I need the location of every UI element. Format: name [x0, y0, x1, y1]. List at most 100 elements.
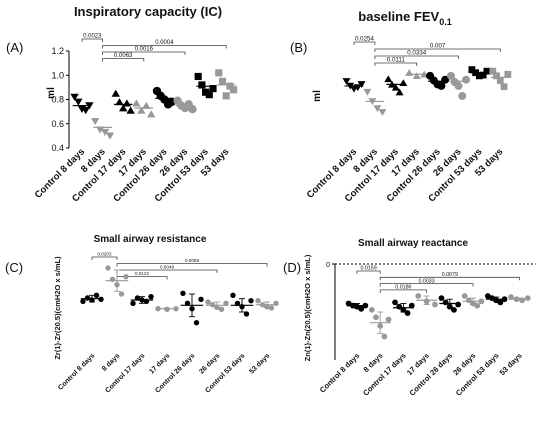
panel-2-group-5-point-1 — [209, 301, 216, 308]
panel-0-group-7-point-0 — [215, 69, 223, 77]
panel-2-comparison-label-2: 0.0049 — [160, 265, 174, 270]
panel-0-group-1-point-0 — [90, 117, 100, 126]
panel-3-group-7-point-1 — [513, 296, 520, 303]
panel-1-group-3-point-0 — [405, 69, 414, 76]
panel-3-group-2-point-3 — [404, 310, 411, 316]
panel-2-group-7-point-4 — [273, 300, 279, 307]
panel-d-label: (D) — [283, 260, 301, 275]
panel-1-comparison-bracket-2 — [374, 55, 459, 59]
panel-0-y-tick-label-1: 0.6 — [51, 119, 64, 129]
panel-3-y-tick-label-0: 0 — [326, 262, 330, 269]
panel-2-comparison-label-0: 0.0203 — [97, 252, 111, 257]
panel-3-comparison-label-2: 0.0033 — [418, 278, 434, 284]
panel-1-group-6-point-2 — [476, 72, 483, 80]
panel-1-group-6-point-3 — [479, 71, 487, 79]
panel-3-comparison-label-3: 0.0186 — [395, 285, 411, 291]
panel-3-group-6-point-4 — [501, 296, 508, 303]
panel-1-group-2-point-3 — [395, 88, 404, 96]
panel-3-group-4-point-0 — [438, 295, 445, 302]
panel-3-group-7-point-3 — [524, 295, 531, 302]
panel-2-group-1-point-4 — [123, 273, 129, 280]
panel-3-comparison-bracket-2 — [379, 283, 474, 287]
panel-1-group-5-point-2 — [454, 81, 463, 90]
panel-a-y-axis-label: ml — [46, 87, 57, 99]
panel-0-comparison-bracket-0 — [81, 38, 103, 42]
panel-1-comparison-label-1: 0.007 — [430, 43, 446, 50]
panel-0-comparison-label-2: 0.0016 — [135, 47, 154, 53]
panel-b-title-main: baseline FEV — [358, 9, 439, 24]
panel-d-title: Small airway reactance — [358, 238, 469, 249]
panel-0-group-1-point-1 — [95, 126, 105, 134]
panel-2-group-0-point-1 — [84, 295, 91, 301]
panel-3-group-3-point-1 — [423, 298, 430, 305]
panel-2-group-6-point-3 — [243, 311, 250, 317]
panel-0-y-tick-label-3: 1.0 — [51, 70, 64, 80]
panel-3-comparison-bracket-0 — [356, 270, 381, 274]
panel-2-group-3-point-1 — [164, 306, 170, 313]
panel-3-group-5-point-0 — [461, 293, 468, 299]
panel-1-group-4-point-3 — [437, 81, 446, 90]
panel-1-group-2-point-2 — [391, 83, 400, 91]
panel-2-comparison-bracket-0 — [91, 256, 118, 260]
panel-2-group-3-point-2 — [173, 305, 179, 312]
panel-0-group-3-point-3 — [147, 110, 156, 118]
panel-2-group-5-point-2 — [214, 304, 220, 311]
panel-2-group-2-point-1 — [134, 295, 141, 301]
panel-3-comparison-label-1: 0.0079 — [442, 272, 458, 278]
panel-1-group-2-point-0 — [384, 75, 393, 83]
panel-0-group-6-point-0 — [194, 72, 202, 81]
panel-b-label: (B) — [290, 40, 307, 55]
panel-2-group-6-point-0 — [230, 292, 236, 299]
panel-2-group-3-point-0 — [155, 305, 161, 312]
panel-3-group-2-point-1 — [396, 303, 403, 310]
panel-0-group-0-point-0 — [70, 93, 79, 101]
panel-3-group-7-point-2 — [519, 297, 526, 304]
panel-2-group-7-point-0 — [255, 297, 261, 304]
panel-2-group-4-point-3 — [193, 319, 200, 326]
panel-0-group-1-point-3 — [105, 132, 115, 140]
panel-2-group-7-point-2 — [264, 303, 270, 310]
panel-b-y-axis-label: ml — [312, 90, 323, 102]
panel-2-group-1-point-1 — [109, 276, 116, 283]
panel-3-group-3-point-0 — [415, 293, 422, 299]
panel-2-group-4-point-0 — [180, 290, 186, 297]
panel-2-comparison-bracket-1 — [116, 263, 268, 267]
panel-a-title: Inspiratory capacity (IC) — [74, 4, 222, 19]
panel-3-group-5-point-1 — [465, 297, 472, 304]
panel-2-group-5-point-3 — [218, 306, 225, 313]
panel-3-comparison-bracket-1 — [379, 276, 520, 281]
panel-2-group-1-point-0 — [105, 265, 111, 271]
panel-3-group-0-point-3 — [358, 305, 365, 312]
panel-2-group-2-point-2 — [139, 297, 145, 303]
panel-2-group-5-point-4 — [223, 300, 229, 307]
panel-2-comparison-label-1: 0.0059 — [185, 258, 199, 263]
panel-2-group-6-point-4 — [248, 297, 254, 304]
panel-1-group-5-point-4 — [462, 75, 471, 84]
panel-2-group-2-point-0 — [130, 300, 136, 307]
panel-0-group-0-point-3 — [81, 107, 90, 115]
panel-2-group-4-point-4 — [198, 296, 204, 303]
panel-1-group-6-point-4 — [483, 67, 491, 75]
panel-1-group-2-point-1 — [388, 80, 397, 88]
panel-1-group-7-point-2 — [496, 77, 504, 84]
panel-2-group-6-point-2 — [239, 303, 245, 310]
panel-3-group-1-point-1 — [373, 314, 379, 321]
panel-c-y-axis-label: Zr(1)-Zr(20.5)(cmH2O x s/mL) — [53, 256, 62, 360]
panel-2-comparison-label-3: 0.0122 — [135, 271, 149, 276]
panel-0-y-tick-label-4: 1.2 — [51, 46, 64, 56]
panel-0-y-tick-label-2: 0.8 — [51, 95, 64, 105]
panel-1-group-1-point-0 — [363, 88, 372, 96]
panel-d-y-axis-label: Zn(1)-Zn(20.5)(cmH2O x s/mL) — [303, 254, 312, 361]
panel-0-group-2-point-2 — [119, 104, 128, 112]
panel-0-group-2-point-0 — [111, 89, 120, 97]
panel-0-comparison-label-3: 0.0063 — [114, 53, 133, 59]
panel-1-group-0-point-3 — [353, 84, 362, 92]
panel-3-group-4-point-2 — [446, 303, 453, 310]
panel-1-group-1-point-3 — [378, 109, 387, 116]
panel-0-group-0-point-4 — [85, 102, 94, 110]
panel-2-group-7-point-3 — [268, 305, 275, 311]
panel-0-group-7-point-3 — [226, 82, 234, 90]
panel-3-group-2-point-4 — [408, 302, 415, 309]
panel-1-group-4-point-4 — [441, 75, 450, 84]
